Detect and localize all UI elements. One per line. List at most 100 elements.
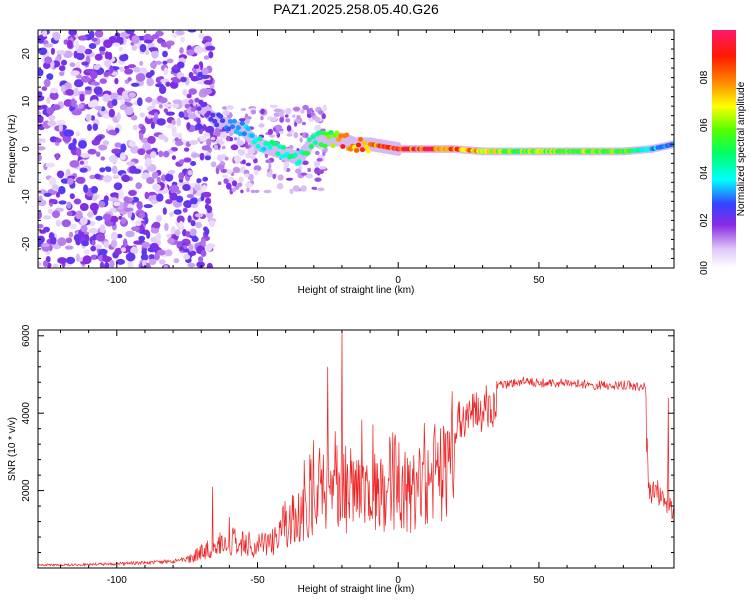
ridge-cell [220,118,226,124]
noise-blob [78,140,87,149]
noise-blob [222,132,227,139]
ridge-cell [184,103,190,109]
noise-blob [116,36,124,43]
noise-blob [138,67,148,75]
noise-blob [140,253,149,261]
noise-blob [64,245,74,250]
noise-blob [58,71,65,77]
noise-blob [70,70,80,76]
noise-blob [152,221,161,229]
chart-title: PAZ1.2025.258.05.40.G26 [273,1,439,17]
ridge-cell [354,148,360,153]
noise-blob [237,182,243,188]
noise-blob [277,174,284,181]
noise-blob [83,184,89,193]
ridge-cell [214,122,220,128]
noise-blob [123,196,130,203]
ridge-cell [229,124,236,130]
noise-blob [119,104,127,111]
noise-blob [314,150,320,156]
noise-blob [109,65,114,74]
noise-blob [132,168,142,174]
noise-blob [214,130,221,137]
noise-blob [193,184,201,192]
noise-blob [55,191,61,198]
noise-blob [38,223,44,229]
ridge-cell [318,142,324,148]
noise-blob [127,261,134,268]
noise-blob [158,150,164,158]
noise-blob [113,182,123,191]
ridge-cell [208,116,214,122]
noise-blob [112,42,121,47]
noise-blob [92,196,98,201]
noise-blob [206,262,213,268]
noise-blob [301,121,306,126]
noise-blob [94,53,103,61]
noise-blob [68,30,77,36]
noise-blob [174,30,185,36]
ridge-cell [257,136,263,142]
noise-blob [319,165,327,170]
noise-blob [171,155,176,161]
noise-blob [119,66,125,72]
noise-blob [75,210,83,220]
noise-blob [148,254,155,261]
snr-y-label: SNR (10 * v/v) [7,417,18,481]
ridge-cell [275,151,281,157]
noise-blob [240,189,244,194]
noise-blob [44,78,51,88]
noise-blob [220,168,228,173]
x-tick-label: 0 [395,275,401,286]
noise-blob [172,103,180,109]
noise-blob [267,128,274,135]
ridge-cell [237,131,243,137]
noise-blob [79,217,88,226]
noise-blob [182,184,191,191]
noise-blob [38,68,44,77]
noise-blob [200,74,210,79]
noise-blob [41,243,50,248]
noise-blob [147,135,156,144]
noise-blob [187,30,197,33]
noise-blob [99,224,106,234]
noise-blob [58,124,63,132]
noise-blob [99,51,105,55]
ridge-cell [357,136,364,142]
noise-blob [316,169,325,175]
noise-blob [124,68,133,75]
noise-blob [221,174,229,178]
noise-blob [241,159,246,165]
noise-blob [177,132,183,140]
noise-blob [299,137,303,143]
noise-blob [89,71,98,79]
noise-blob [183,157,192,163]
noise-blob [140,125,146,135]
ridge-cell [306,137,312,143]
noise-blob [65,89,75,96]
noise-blob [143,39,153,44]
noise-blob [170,226,176,235]
noise-blob [190,161,197,166]
noise-blob [237,149,246,156]
noise-blob [104,51,110,60]
noise-blob [103,71,110,78]
noise-blob [98,248,108,255]
noise-blob [91,139,101,146]
noise-blob [300,185,307,192]
noise-blob [58,65,66,72]
noise-blob [94,30,104,38]
noise-blob [201,67,209,76]
noise-blob [114,142,122,148]
noise-blob [109,197,119,202]
noise-blob [268,162,272,170]
noise-blob [146,177,155,184]
noise-blob [203,80,213,85]
noise-blob [306,108,312,115]
noise-blob [61,59,67,66]
noise-blob [229,137,233,142]
noise-blob [99,46,106,53]
noise-blob [292,107,301,111]
noise-blob [173,258,180,264]
noise-blob [87,148,97,155]
